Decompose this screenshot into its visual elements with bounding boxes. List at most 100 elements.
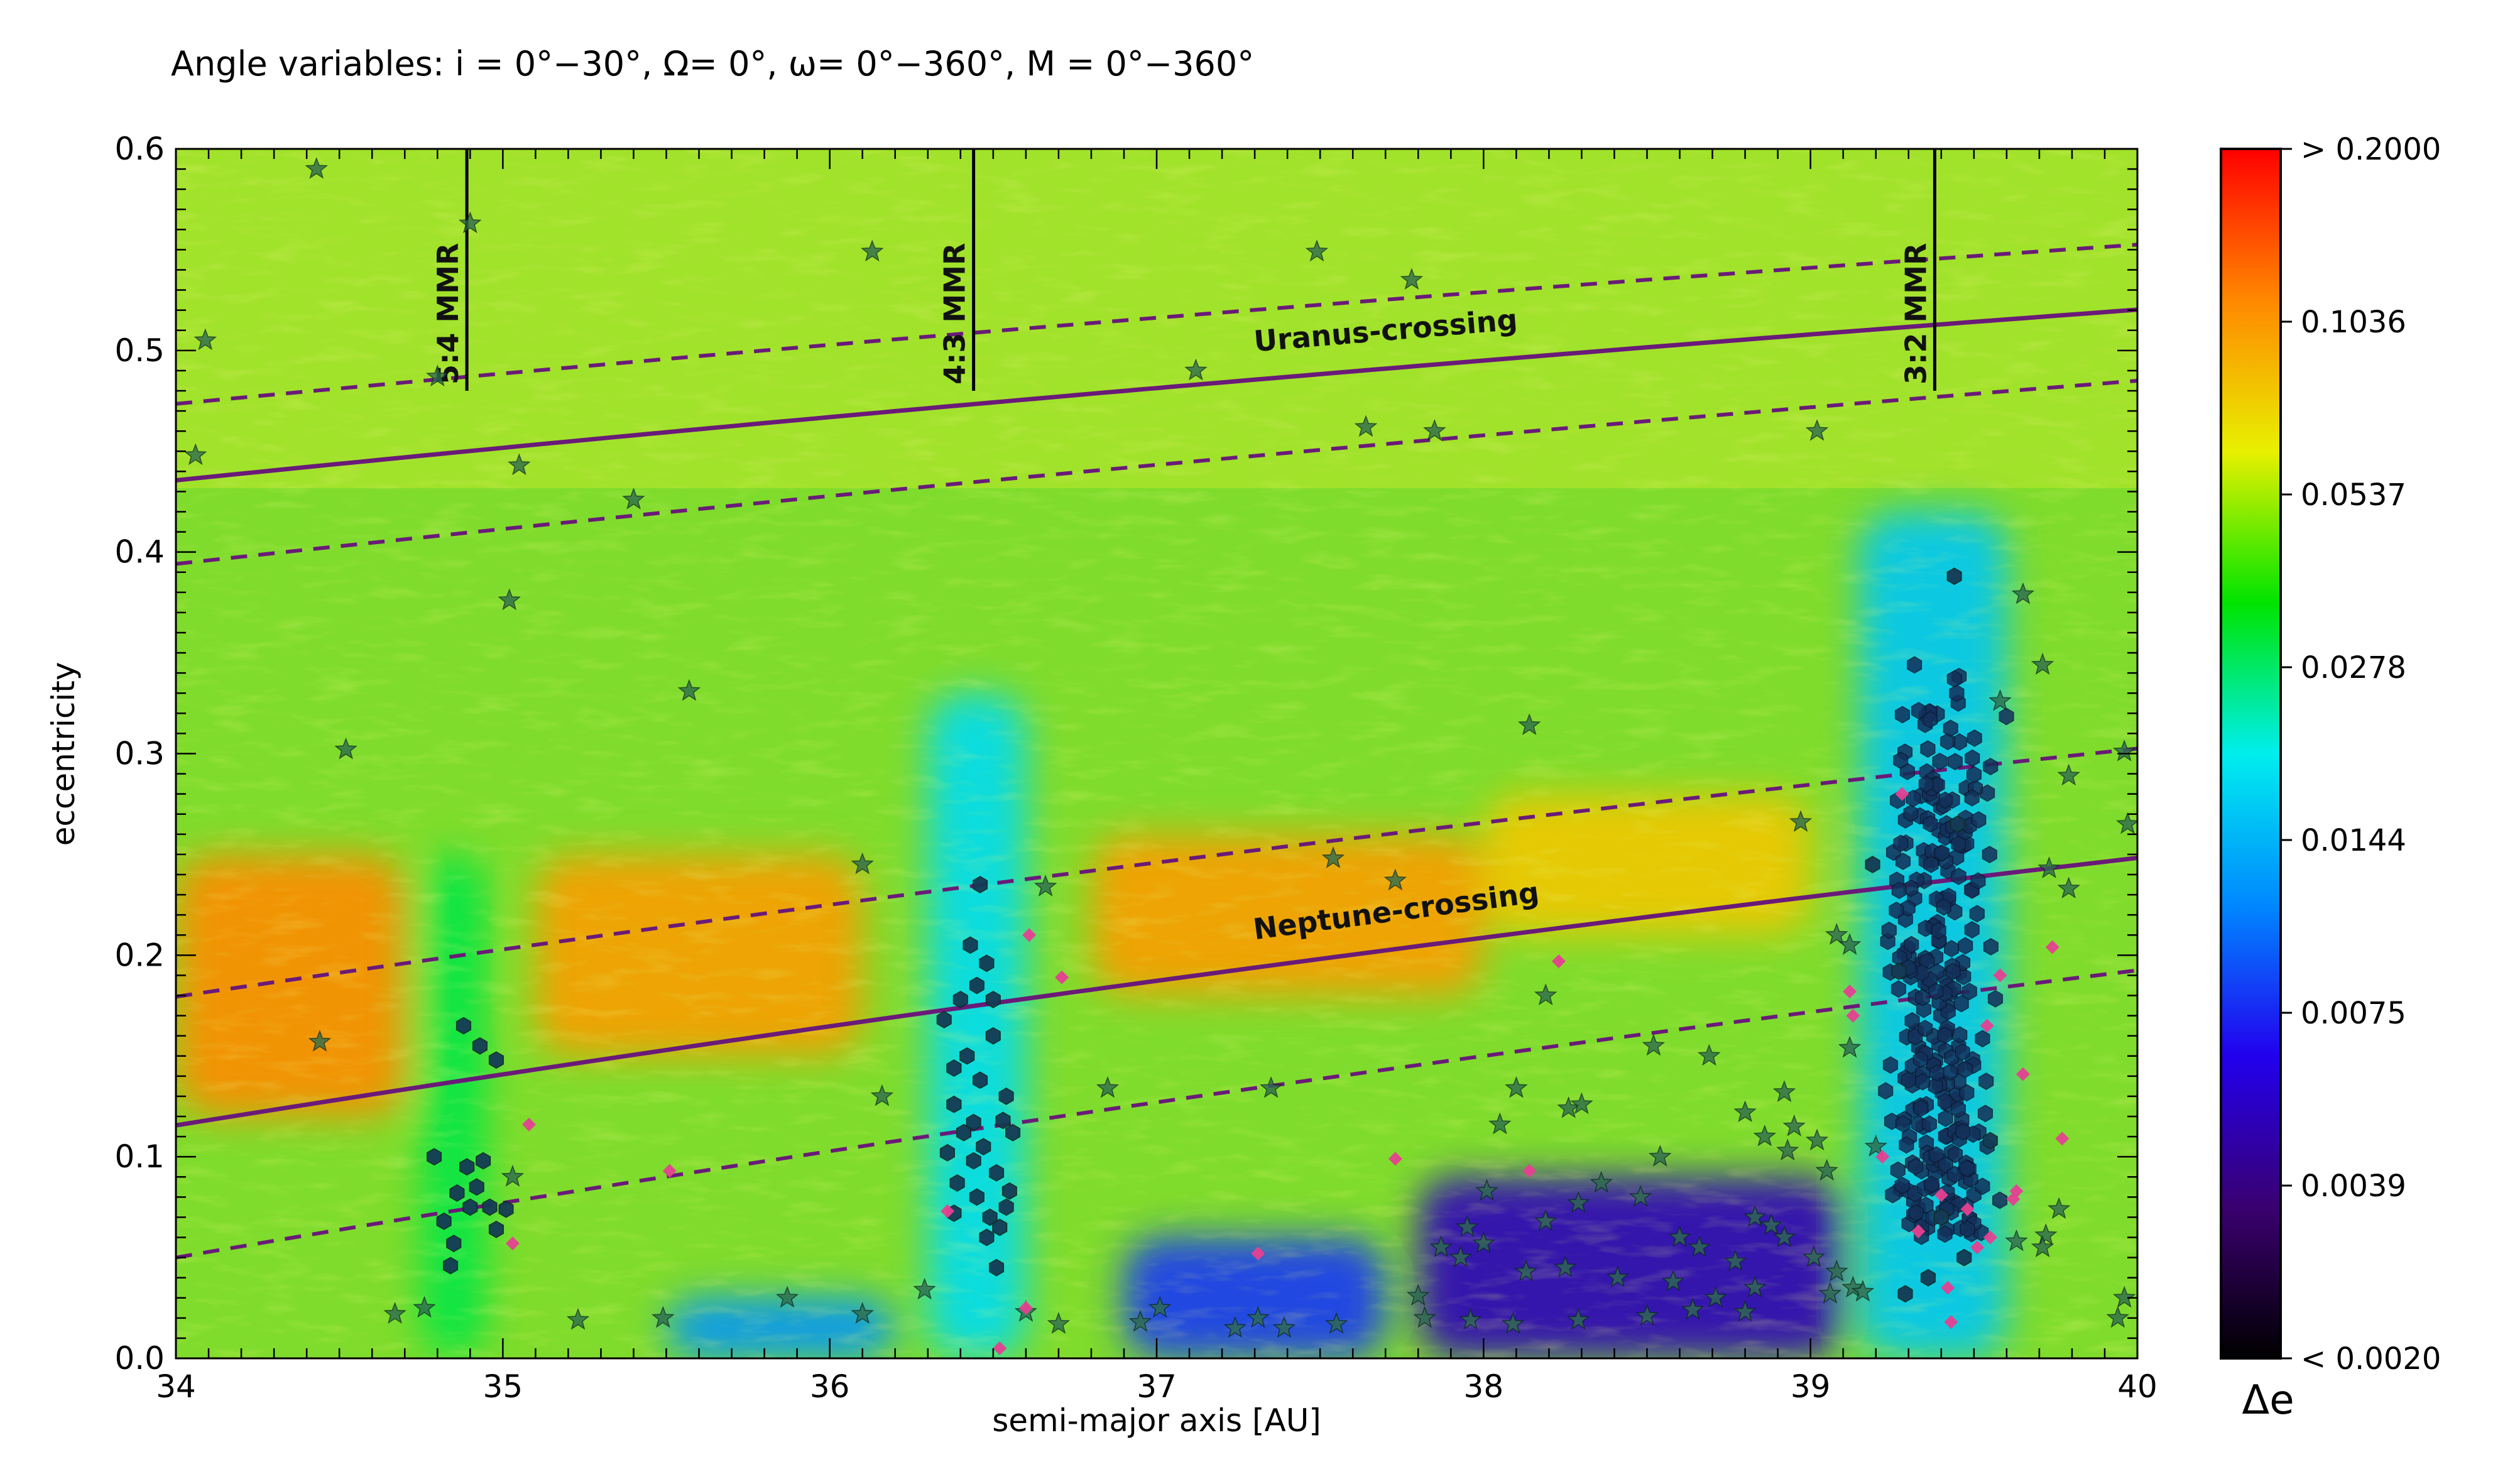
crossing-line-1 [176,856,2137,1128]
hexagon-marker [1950,815,1965,833]
star-marker [1776,1138,1799,1161]
star-marker [1805,419,1829,441]
star-marker [1148,1296,1172,1318]
hexagon-marker [498,1200,514,1218]
cluster-hexagon-marker [1987,990,2003,1008]
cluster-hexagon-marker [1894,1176,1910,1194]
cluster-hexagon-marker [1959,1084,1975,1102]
cluster-hexagon-marker [1982,846,1997,863]
colorbar-ticks: > 0.2000 0.1036 0.0537 0.0278 0.0144 0.0075 0.… [2281,132,2441,1377]
cluster-hexagon-marker [1917,1020,1933,1037]
cluster-hexagon-marker [1977,1105,1993,1123]
star-marker [1743,1275,1767,1298]
star-marker [1825,1259,1848,1282]
hexagon-marker [959,1047,975,1065]
star-marker [775,1285,799,1308]
y-tick-label: 0.1 [114,1138,165,1175]
chart-title: Angle variables: i = 0°−30°, Ω= 0°, ω= 0… [171,44,1254,84]
star-marker [861,239,884,262]
cluster-hexagon-marker [1915,988,1931,1007]
hexagon-marker [462,1198,478,1216]
cluster-hexagon-marker [1923,815,1938,833]
hexagon-marker [443,1257,459,1275]
cluster-hexagon-marker [1952,1026,1968,1044]
cluster-hexagon-marker [1942,1063,1958,1081]
star-marker [1488,1112,1512,1135]
diamond-marker [1934,1188,1948,1203]
star-marker [1501,1312,1525,1334]
star-marker [1456,1215,1479,1237]
cluster-hexagon-marker [1970,872,1986,890]
cluster-hexagon-marker [1889,902,1904,919]
cluster-hexagon-marker [1938,1110,1953,1127]
cluster-hexagon-marker [1966,766,1982,783]
colorbar-tick-label: 0.0537 [2301,477,2406,513]
star-marker [2034,1223,2058,1245]
star-marker [334,737,357,760]
star-marker [677,679,701,701]
hexagon-marker [995,1111,1011,1130]
cluster-hexagon-marker [1944,940,1960,958]
hexagon-marker [946,1095,962,1113]
colorbar-tick-label: 0.0075 [2301,996,2406,1031]
star-marker [1841,1275,1865,1298]
x-axis-label: semi-major axis [AU] [992,1402,1321,1439]
diamond-marker [1875,1150,1890,1164]
cluster-hexagon-marker [1949,684,1965,702]
colorbar-frame [2220,148,2282,1360]
hexagon-marker [969,1188,985,1206]
star-marker [1324,1312,1348,1334]
hexagon-marker [989,1164,1005,1182]
cluster-hexagon-marker [1895,853,1911,870]
star-marker [1400,268,1424,290]
star-marker [1272,1316,1296,1338]
star-marker [1838,933,1862,955]
star-marker [1635,1304,1659,1326]
star-marker [2011,582,2035,604]
cluster-hexagon-marker [1890,980,1906,998]
cluster-hexagon-marker [1923,855,1939,873]
hexagon-marker [979,954,995,973]
hexagon-marker [949,1174,965,1192]
cluster-hexagon-marker [1959,1160,1975,1177]
star-marker [194,328,217,351]
diamond-marker [1552,954,1566,968]
hexagon-marker [1891,963,1907,980]
star-marker [1184,358,1208,381]
star-marker [1723,1249,1747,1272]
cluster-hexagon-marker [1899,1136,1914,1154]
diamond-marker [1911,1224,1926,1238]
cluster-hexagon-marker [1913,1099,1929,1117]
hexagon-marker [998,1088,1014,1105]
star-marker [1838,1035,1862,1058]
cluster-hexagon-marker [1937,1026,1953,1044]
hexagon-marker [992,1218,1008,1236]
hexagon-marker [472,1037,488,1055]
colorbar-fill [2221,149,2281,1358]
star-marker [1567,1191,1590,1213]
star-marker [1429,1235,1453,1258]
cluster-hexagon-marker [1940,733,1956,751]
hexagon-marker [952,991,968,1008]
diamond-marker [521,1117,536,1132]
diamond-marker [1846,1008,1860,1023]
crossing-line-0 [176,307,2137,483]
cluster-hexagon-marker [1965,749,1980,767]
crossing-line-lower-0 [176,379,2137,566]
hexagon-marker [966,1152,981,1170]
hexagon-marker [939,1143,955,1162]
y-tick-label: 0.4 [114,534,165,570]
cluster-hexagon-marker [1907,656,1923,674]
star-marker [1534,1209,1557,1231]
star-marker [1642,1034,1666,1056]
star-marker [508,453,531,476]
cluster-hexagon-marker [1917,919,1933,937]
cluster-hexagon-marker [1906,790,1921,807]
star-marker [1383,868,1407,891]
star-marker [1096,1076,1120,1098]
star-marker [383,1302,406,1324]
cluster-hexagon-marker [1999,707,2014,726]
cluster-hexagon-marker [1975,1030,1990,1048]
cluster-hexagon-marker [1978,1072,1994,1090]
